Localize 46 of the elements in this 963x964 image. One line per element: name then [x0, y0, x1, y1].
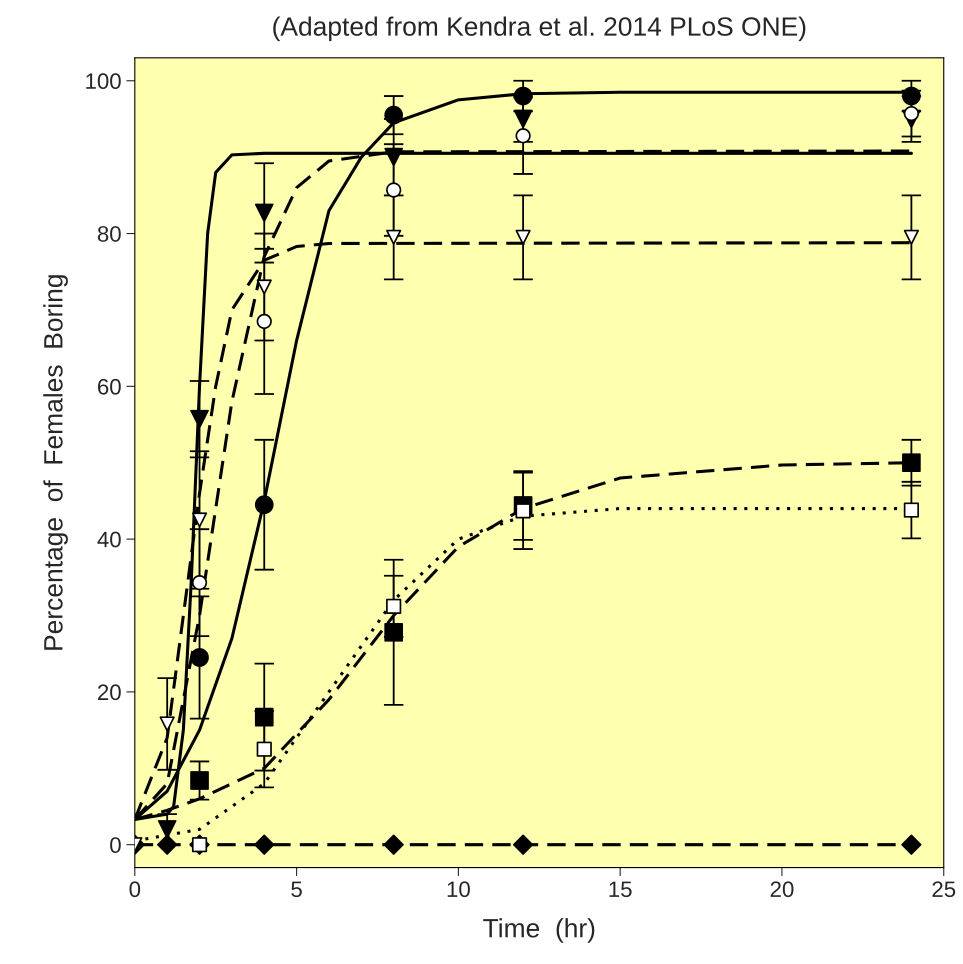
point	[256, 279, 272, 295]
point	[384, 834, 404, 855]
point	[254, 495, 274, 514]
y-tick-label: 80	[98, 226, 121, 242]
point	[254, 204, 274, 222]
point	[516, 128, 531, 144]
point	[386, 230, 402, 245]
y-axis-title: Percentage of Females Boring	[43, 275, 68, 650]
y-tick-label: 60	[98, 378, 121, 395]
point	[386, 598, 402, 614]
point	[384, 106, 404, 124]
point	[512, 834, 534, 855]
point	[902, 86, 921, 106]
point	[902, 453, 921, 472]
point	[904, 230, 919, 245]
x-tick-label: 0	[130, 881, 140, 898]
point	[514, 86, 532, 106]
chart-title: (Adapted from Kendra et al. 2014 PLoS ONE)	[273, 16, 806, 42]
x-tick-label: 5	[291, 882, 302, 898]
x-tick-label: 10	[448, 881, 470, 898]
x-tick-label: 20	[770, 881, 794, 898]
point	[514, 110, 532, 128]
point	[386, 182, 402, 198]
x-tick-label: 25	[932, 881, 956, 898]
y-tick-label: 0	[110, 837, 121, 853]
point	[254, 708, 274, 726]
point	[254, 834, 274, 855]
x-axis-title: Time (hr)	[483, 918, 594, 943]
point	[190, 771, 209, 790]
y-tick-label: 20	[98, 684, 121, 700]
point	[384, 148, 404, 166]
x-tick-label: 15	[610, 882, 632, 898]
point	[190, 648, 209, 667]
point	[256, 314, 272, 329]
point	[256, 742, 272, 757]
point	[901, 834, 922, 855]
point	[904, 502, 919, 518]
point	[160, 716, 175, 732]
point	[384, 622, 404, 642]
point	[192, 512, 208, 528]
point	[190, 410, 209, 429]
y-tick-label: 40	[97, 532, 121, 548]
point	[516, 230, 531, 245]
y-tick-label: 100	[86, 73, 121, 90]
point	[192, 575, 208, 590]
point	[157, 834, 178, 855]
